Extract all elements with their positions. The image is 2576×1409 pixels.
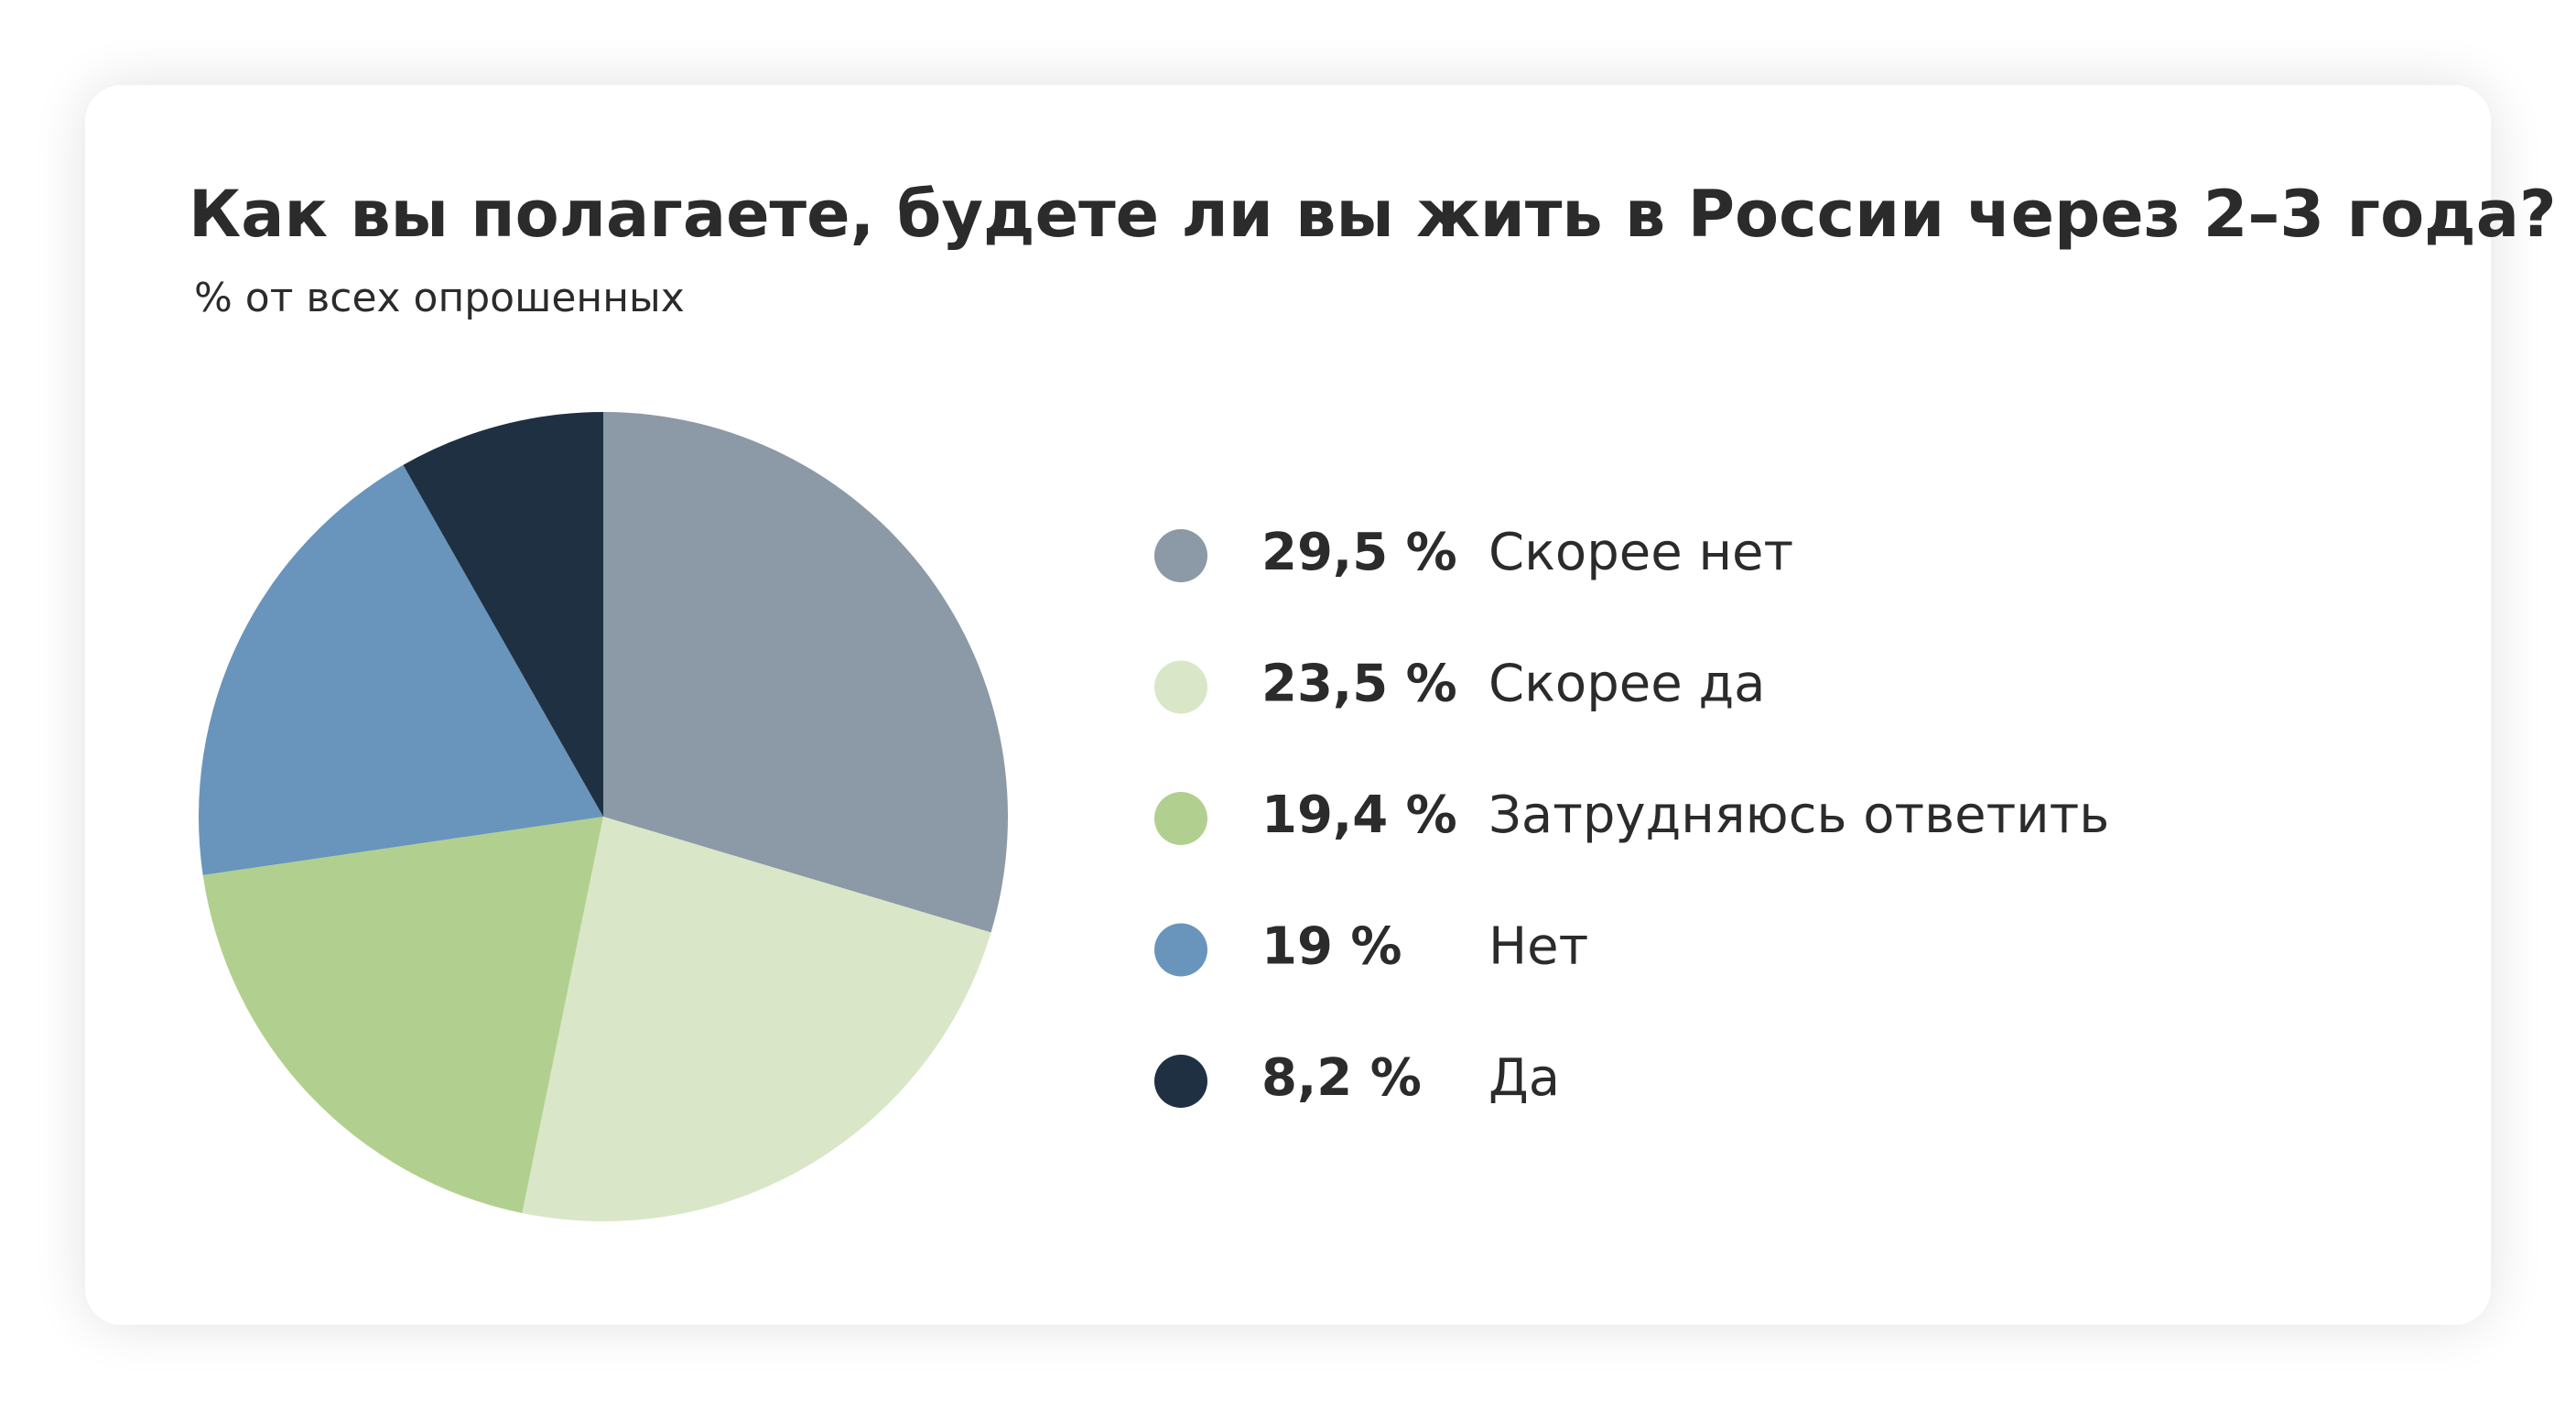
chart-title: Как вы полагаете, будете ли вы жить в Ро… <box>189 177 2557 252</box>
legend-swatch <box>1154 923 1207 977</box>
legend-swatch <box>1154 1055 1207 1108</box>
legend-label: Скорее нет <box>1488 523 1793 582</box>
legend-label: Затрудняюсь ответить <box>1488 786 2109 845</box>
legend-swatch <box>1154 792 1207 845</box>
pie-slice <box>199 464 604 875</box>
legend-label: Да <box>1488 1048 1560 1108</box>
legend-swatch <box>1154 529 1207 582</box>
legend-swatch <box>1154 660 1207 714</box>
legend-value: 19,4 % <box>1261 786 1457 845</box>
pie-slice <box>522 817 991 1222</box>
legend-value: 8,2 % <box>1261 1048 1422 1108</box>
legend-label: Нет <box>1488 917 1588 977</box>
chart-subtitle: % от всех опрошенных <box>194 275 685 321</box>
legend-value: 19 % <box>1261 917 1402 977</box>
legend-label: Скорее да <box>1488 655 1765 714</box>
pie-slice <box>202 817 603 1214</box>
pie-slice <box>403 412 603 817</box>
legend-value: 23,5 % <box>1261 655 1457 714</box>
pie-slice <box>603 412 1009 933</box>
legend-value: 29,5 % <box>1261 523 1457 582</box>
